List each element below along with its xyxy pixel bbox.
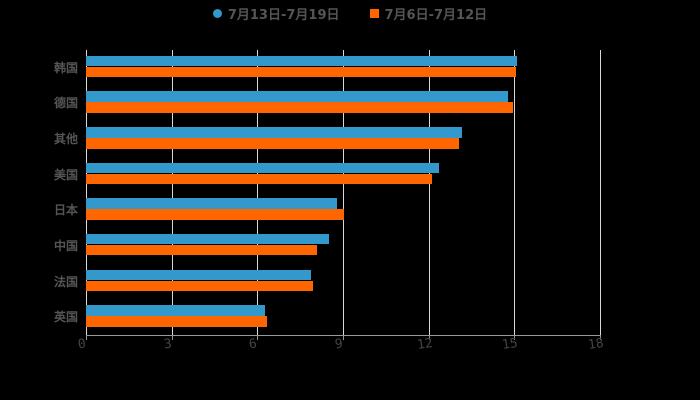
legend-label: 7月13日-7月19日 xyxy=(228,4,340,23)
gridline xyxy=(600,50,601,335)
category-label: 美国 xyxy=(40,166,78,183)
bar[interactable] xyxy=(86,127,462,138)
legend-item-week-0706[interactable]: 7月6日-7月12日 xyxy=(370,4,488,23)
category-label: 日本 xyxy=(40,201,78,218)
category-label: 韩国 xyxy=(40,59,78,76)
bar[interactable] xyxy=(86,316,267,327)
bar[interactable] xyxy=(86,91,508,102)
x-tick xyxy=(257,335,258,340)
bar[interactable] xyxy=(86,174,432,185)
bar[interactable] xyxy=(86,102,513,113)
gridline xyxy=(514,50,515,335)
x-tick xyxy=(86,335,87,340)
legend-label: 7月6日-7月12日 xyxy=(385,4,488,23)
x-tick xyxy=(343,335,344,340)
legend: 7月13日-7月19日 7月6日-7月12日 xyxy=(0,4,700,23)
x-tick-label: 15 xyxy=(501,336,519,353)
bar[interactable] xyxy=(86,56,517,67)
category-label: 德国 xyxy=(40,94,78,111)
bar[interactable] xyxy=(86,305,265,316)
bar[interactable] xyxy=(86,270,311,281)
category-label: 中国 xyxy=(40,237,78,254)
x-tick-label: 12 xyxy=(416,336,434,353)
x-tick-label: 18 xyxy=(587,336,605,353)
circle-icon xyxy=(213,9,222,18)
bar[interactable] xyxy=(86,281,313,292)
bar[interactable] xyxy=(86,209,344,220)
category-label: 其他 xyxy=(40,130,78,147)
legend-item-week-0713[interactable]: 7月13日-7月19日 xyxy=(213,4,340,23)
bar[interactable] xyxy=(86,67,516,78)
bar[interactable] xyxy=(86,234,329,245)
bar[interactable] xyxy=(86,198,337,209)
bar[interactable] xyxy=(86,138,459,149)
category-label: 英国 xyxy=(40,308,78,325)
category-label: 法国 xyxy=(40,273,78,290)
bar[interactable] xyxy=(86,245,317,256)
x-tick-label: 3 xyxy=(163,337,173,353)
square-icon xyxy=(370,9,379,18)
x-tick xyxy=(172,335,173,340)
bar[interactable] xyxy=(86,163,439,174)
